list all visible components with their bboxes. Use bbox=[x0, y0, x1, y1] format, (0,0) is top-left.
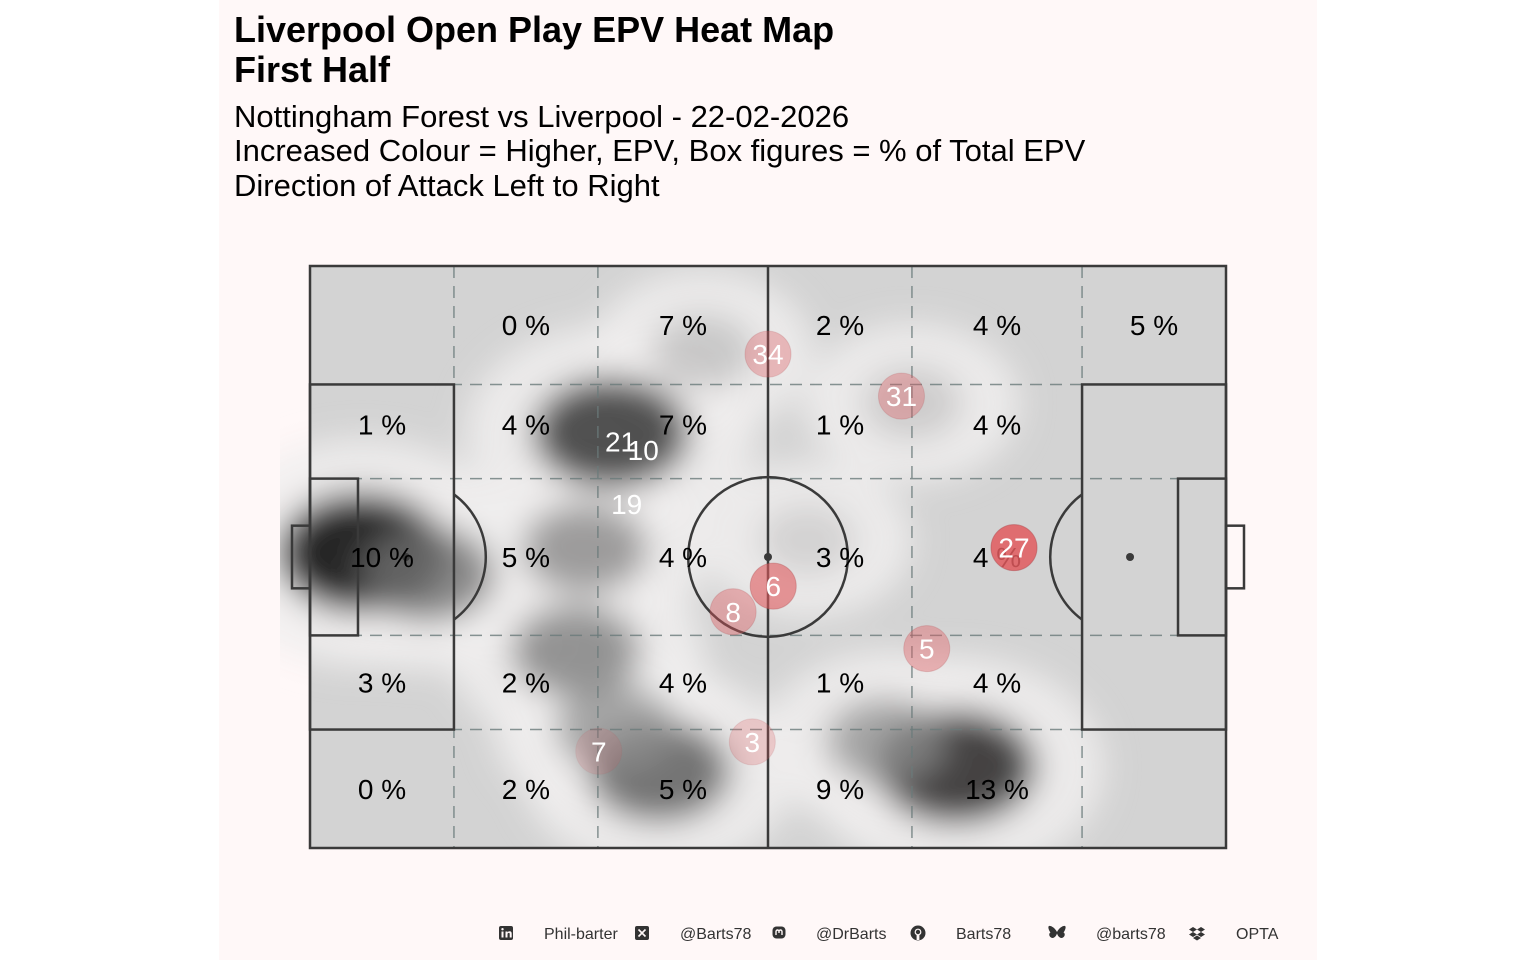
heat-core-4 bbox=[511, 604, 641, 698]
zone-pct-r4-c4: 13 % bbox=[965, 774, 1029, 805]
player-number-27: 27 bbox=[998, 533, 1029, 564]
heat-core-8 bbox=[825, 697, 947, 785]
player-marker-27: 27 bbox=[990, 524, 1038, 572]
zone-pct-r2-c0: 10 % bbox=[350, 542, 414, 573]
zone-percent-labels: 0 % 7 % 2 % 4 % 5 % 1 % 4 % 7 % 1 % 4 % 10 % 5 % 4 %… bbox=[350, 310, 1178, 805]
dropbox-icon bbox=[1188, 924, 1206, 942]
zone-pct-r4-c0: 0 % bbox=[358, 774, 406, 805]
player-marker-6: 6 bbox=[749, 562, 797, 610]
zone-pct-r2-c3: 3 % bbox=[816, 542, 864, 573]
heat-core-9 bbox=[651, 314, 754, 390]
zone-pct-r3-c0: 3 % bbox=[358, 667, 406, 698]
zone-pct-r4-c1: 2 % bbox=[502, 774, 550, 805]
zone-pct-r0-c5: 5 % bbox=[1130, 310, 1178, 341]
right-goal bbox=[1224, 524, 1246, 590]
footer-mastodon-label: @DrBarts bbox=[816, 926, 887, 943]
zone-pct-r1-c1: 4 % bbox=[502, 409, 550, 440]
player-number-19: 19 bbox=[611, 489, 642, 520]
zone-pct-r1-c0: 1 % bbox=[358, 409, 406, 440]
x-icon bbox=[633, 924, 651, 942]
zone-pct-r2-c1: 5 % bbox=[502, 542, 550, 573]
chart-title-half: First Half bbox=[234, 49, 391, 90]
bluesky-icon bbox=[1047, 924, 1066, 942]
player-marker-10: 10 bbox=[628, 435, 659, 466]
player-number-31: 31 bbox=[886, 381, 917, 412]
player-dot-31 bbox=[877, 372, 925, 420]
player-marker-31: 31 bbox=[877, 372, 925, 420]
left-penalty-arc bbox=[453, 493, 488, 621]
footer-bluesky-label: @barts78 bbox=[1096, 926, 1166, 943]
footer-x-label: @Barts78 bbox=[680, 926, 752, 943]
heat-core-1 bbox=[360, 526, 495, 623]
zone-pct-r0-c4: 4 % bbox=[973, 310, 1021, 341]
player-number-21: 21 bbox=[605, 426, 636, 457]
zone-pct-r1-c4: 4 % bbox=[973, 409, 1021, 440]
linkedin-icon bbox=[497, 924, 515, 942]
player-number-8: 8 bbox=[725, 597, 741, 628]
heat-core-3 bbox=[522, 503, 648, 594]
player-dot-3 bbox=[728, 718, 776, 766]
zone-pct-r0-c3: 2 % bbox=[816, 310, 864, 341]
centre-spot bbox=[764, 553, 772, 561]
player-marker-8: 8 bbox=[709, 588, 757, 636]
left-goal bbox=[290, 524, 312, 590]
player-number-7: 7 bbox=[591, 736, 607, 767]
zone-pct-r4-c3: 9 % bbox=[816, 774, 864, 805]
mastodon-icon bbox=[770, 924, 788, 942]
player-marker-7: 7 bbox=[575, 727, 623, 775]
chart-title: Liverpool Open Play EPV Heat Map bbox=[234, 9, 835, 50]
heat-core-6 bbox=[555, 684, 676, 772]
zone-pct-r0-c1: 0 % bbox=[502, 310, 550, 341]
github-icon bbox=[909, 924, 927, 942]
player-marker-21: 21 bbox=[605, 426, 636, 457]
player-marker-5: 5 bbox=[903, 625, 951, 673]
player-number-5: 5 bbox=[919, 634, 935, 665]
player-dot-34 bbox=[744, 330, 792, 378]
player-dot-6 bbox=[749, 562, 797, 610]
player-dot-8 bbox=[709, 588, 757, 636]
player-dot-5 bbox=[903, 625, 951, 673]
heat-density-layer bbox=[280, 270, 1105, 848]
heat-core-11 bbox=[759, 504, 856, 576]
zone-pct-r3-c4: 4 % bbox=[973, 667, 1021, 698]
player-dot-27 bbox=[990, 524, 1038, 572]
zone-pct-r3-c1: 2 % bbox=[502, 667, 550, 698]
player-number-3: 3 bbox=[745, 727, 761, 758]
player-number-34: 34 bbox=[752, 339, 783, 370]
centre-circle bbox=[686, 475, 850, 639]
pitch-markings bbox=[290, 264, 1246, 850]
player-marker-19: 19 bbox=[611, 489, 642, 520]
player-marker-3: 3 bbox=[728, 718, 776, 766]
player-marker-34: 34 bbox=[744, 330, 792, 378]
left-penalty-spot bbox=[401, 553, 410, 561]
zone-pct-r0-c2: 7 % bbox=[659, 310, 707, 341]
zone-pct-r4-c2: 5 % bbox=[659, 774, 707, 805]
footer-github-label: Barts78 bbox=[956, 926, 1012, 943]
zone-pct-r3-c2: 4 % bbox=[659, 667, 707, 698]
zone-pct-r1-c3: 1 % bbox=[816, 409, 864, 440]
attack-direction-note: Direction of Attack Left to Right bbox=[234, 168, 660, 203]
player-number-6: 6 bbox=[765, 571, 781, 602]
zone-pct-r2-c2: 4 % bbox=[659, 542, 707, 573]
legend-note: Increased Colour = Higher, EPV, Box figu… bbox=[234, 133, 1086, 168]
player-number-10: 10 bbox=[628, 435, 659, 466]
zone-pct-r1-c2: 7 % bbox=[659, 409, 707, 440]
footer-linkedin-label: Phil-barter bbox=[544, 926, 618, 943]
heat-core-2 bbox=[532, 377, 690, 489]
right-penalty-spot bbox=[1126, 553, 1135, 561]
right-penalty-arc bbox=[1048, 493, 1083, 621]
footer-source-label: OPTA bbox=[1236, 926, 1279, 943]
match-subtitle: Nottingham Forest vs Liverpool - 22-02-2… bbox=[234, 99, 850, 134]
zone-pct-r3-c3: 1 % bbox=[816, 667, 864, 698]
player-dot-7 bbox=[575, 727, 623, 775]
